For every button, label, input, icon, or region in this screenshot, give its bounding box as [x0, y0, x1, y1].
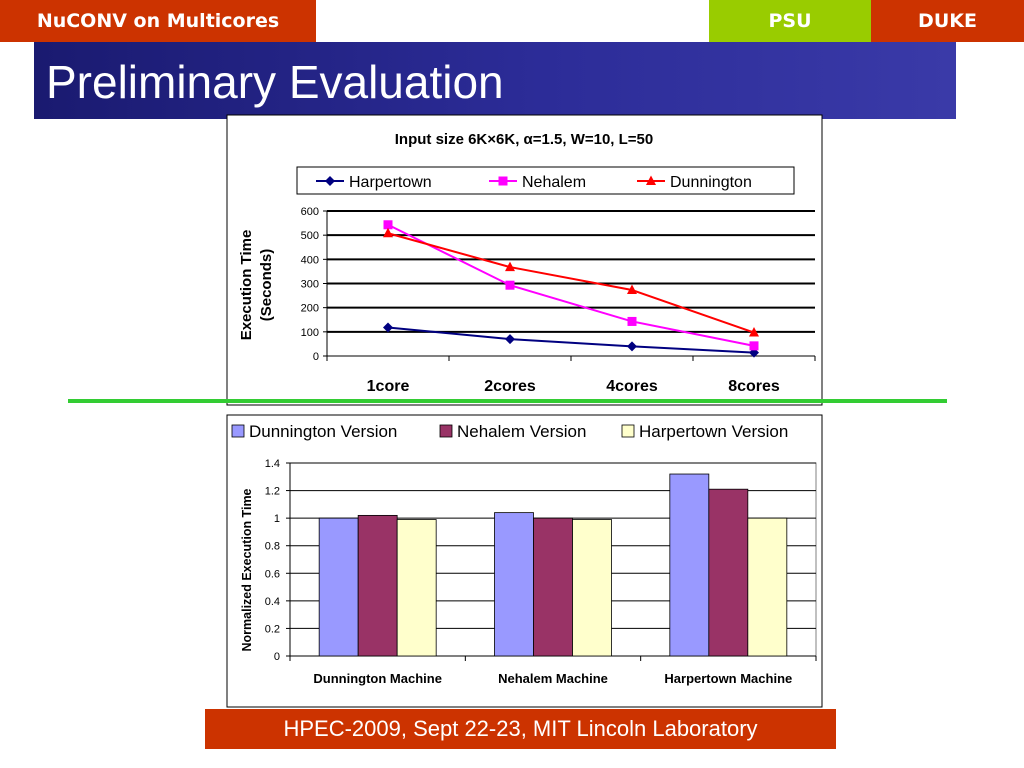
line-chart-ytick-label: 0 — [313, 351, 319, 363]
bar-nehalem-version-nehalem-machine — [533, 517, 573, 657]
data-point-nehalem — [505, 280, 515, 290]
legend-label-harpertown-version: Harpertown Version — [639, 422, 788, 441]
line-chart-ytick-label: 100 — [301, 327, 319, 339]
green-divider — [68, 399, 947, 403]
psu-tab: PSU — [709, 0, 871, 42]
bar-dunnington-version-dunnington-machine — [318, 517, 359, 657]
legend-marker-nehalem — [498, 176, 508, 186]
legend-swatch-harpertown-version — [621, 424, 635, 438]
bar-harpertown-version-dunnington-machine — [396, 519, 437, 657]
line-chart-ytick-label: 600 — [301, 206, 319, 218]
line-chart-ylabel-2: (Seconds) — [258, 249, 275, 322]
line-chart-xtick-label: 8cores — [728, 378, 780, 395]
line-chart-title: Input size 6K×6K, α=1.5, W=10, L=50 — [395, 131, 654, 148]
bar-chart-ytick-label: 0 — [274, 651, 280, 663]
bar-chart-ytick-label: 0.8 — [265, 541, 280, 553]
bar-chart-ytick-label: 1.4 — [265, 458, 280, 470]
data-point-harpertown — [383, 322, 393, 333]
bar-dunnington-version-nehalem-machine — [494, 512, 534, 657]
series-line-dunnington — [387, 232, 755, 334]
line-chart-xtick-label: 2cores — [484, 378, 536, 395]
footer-banner: HPEC-2009, Sept 22-23, MIT Lincoln Labor… — [205, 709, 836, 749]
bar-chart-ytick-label: 0.6 — [265, 568, 280, 580]
line-chart-ylabel-1: Execution Time — [238, 230, 255, 341]
data-point-nehalem — [749, 341, 759, 351]
data-point-harpertown — [627, 341, 637, 352]
legend-swatch-dunnington-version — [231, 424, 245, 438]
bar-chart-ylabel: Normalized Execution Time — [240, 488, 254, 651]
presentation-title: NuCONV on Multicores — [0, 0, 316, 42]
line-chart-legend: Harpertown Nehalem Dunnington — [316, 174, 752, 191]
bar-chart-ytick-label: 1 — [274, 513, 280, 525]
data-point-harpertown — [505, 334, 515, 345]
legend-swatch-nehalem-version — [439, 424, 453, 438]
legend-marker-dunnington — [646, 175, 656, 185]
legend-label-dunnington: Dunnington — [670, 174, 752, 191]
line-chart-ytick-label: 500 — [301, 230, 319, 242]
bar-chart-plot: 0 0.2 0.4 0.6 0.8 1 1.2 1.4 Dunnington Machine Ne… — [265, 458, 817, 686]
line-chart-legend-box — [296, 166, 795, 195]
series-line-harpertown — [387, 326, 755, 354]
bar-chart-ytick-label: 0.4 — [265, 596, 280, 608]
data-point-dunnington — [627, 284, 637, 295]
bar-dunnington-version-harpertown-machine — [669, 473, 710, 657]
data-point-dunnington — [383, 227, 393, 238]
data-point-dunnington — [505, 261, 515, 272]
bar-harpertown-version-harpertown-machine — [747, 517, 788, 657]
line-chart-plot: 0 100 200 300 400 500 600 1core 2cores 4cores 8cor… — [301, 206, 816, 395]
duke-tab: DUKE — [871, 0, 1024, 42]
series-line-nehalem — [387, 223, 755, 347]
bar-nehalem-version-dunnington-machine — [357, 514, 398, 657]
bar-chart-xtick-label: Harpertown Machine — [664, 671, 792, 686]
slide-title: Preliminary Evaluation — [46, 56, 504, 108]
line-chart-xtick-label: 1core — [367, 378, 410, 395]
data-point-dunnington — [749, 327, 759, 337]
line-chart-xtick-label: 4cores — [606, 378, 658, 395]
data-point-nehalem — [627, 316, 637, 326]
line-chart-ytick-label: 300 — [301, 279, 319, 291]
bar-chart-xtick-label: Dunnington Machine — [313, 671, 442, 686]
bar-chart-ytick-label: 1.2 — [265, 486, 280, 498]
bar-chart-legend: Dunnington Version Nehalem Version Harpert… — [231, 422, 788, 441]
bar-chart-ytick-label: 0.2 — [265, 623, 280, 635]
bar-nehalem-version-harpertown-machine — [708, 488, 749, 657]
legend-label-dunnington-version: Dunnington Version — [249, 422, 397, 441]
legend-label-nehalem: Nehalem — [522, 174, 586, 191]
line-chart-ytick-label: 400 — [301, 254, 319, 266]
legend-label-nehalem-version: Nehalem Version — [457, 422, 586, 441]
line-chart-ytick-label: 200 — [301, 303, 319, 315]
bar-chart-xtick-label: Nehalem Machine — [498, 671, 608, 686]
legend-label-harpertown: Harpertown — [349, 174, 432, 191]
legend-marker-harpertown — [325, 176, 335, 186]
bar-harpertown-version-nehalem-machine — [572, 519, 612, 657]
data-point-nehalem — [383, 220, 393, 230]
title-band: Preliminary Evaluation — [34, 42, 956, 119]
